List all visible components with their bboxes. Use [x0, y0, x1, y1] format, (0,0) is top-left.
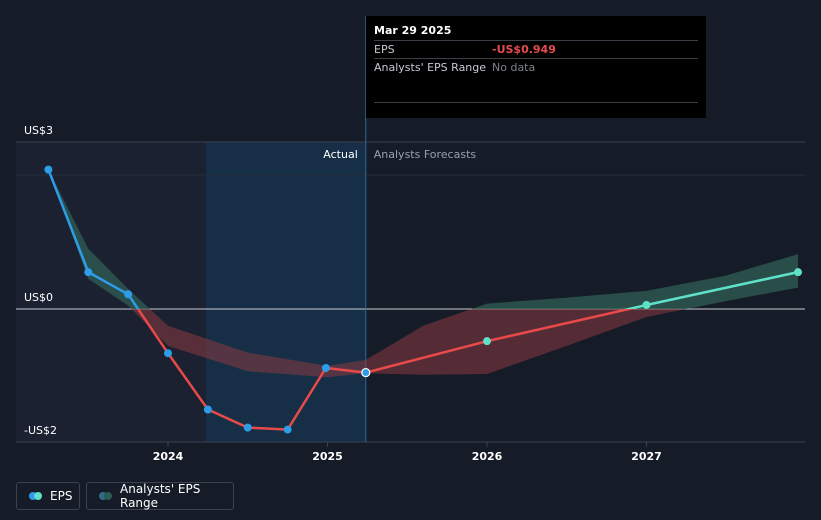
tooltip-divider: [374, 102, 698, 103]
actual-highlight-band: [206, 142, 366, 442]
eps-actual-line-positive: [47, 169, 140, 309]
legend-range-button[interactable]: Analysts' EPS Range: [86, 482, 234, 510]
eps-points: [44, 165, 803, 434]
legend-range-label: Analysts' EPS Range: [120, 482, 201, 510]
eps-actual-point: [44, 165, 53, 174]
legend-eps-label: EPS: [50, 489, 73, 503]
range-band-positive: [48, 169, 798, 309]
eps-forecast-point: [483, 337, 491, 346]
x-tick-label: 2027: [631, 450, 662, 463]
x-tick-labels: 2024 2025 2026 2027: [153, 442, 662, 463]
eps-actual-point: [283, 425, 292, 434]
eps-actual-point: [361, 367, 371, 378]
x-tick-label: 2025: [312, 450, 343, 463]
tooltip-eps-value: -US$0.949: [492, 43, 556, 56]
x-tick-label: 2024: [153, 450, 184, 463]
eps-actual-point: [84, 268, 93, 277]
eps-legend-icon: [29, 492, 42, 500]
legend-eps-button[interactable]: EPS: [16, 482, 80, 510]
eps-actual-point: [243, 423, 252, 432]
actual-section-label: Actual: [323, 148, 357, 161]
eps-range-band: [48, 169, 798, 378]
tooltip-range-label: Analysts' EPS Range: [374, 61, 487, 74]
range-band-negative: [131, 309, 687, 378]
y-tick-label: US$3: [24, 124, 53, 137]
eps-actual-point: [124, 290, 133, 299]
tooltip-eps-label: EPS: [374, 43, 395, 56]
tooltip-range-row: Analysts' EPS Range No data: [374, 58, 698, 76]
eps-forecast-line-positive: [623, 270, 799, 309]
y-tick-labels: US$3 US$0 -US$2: [24, 124, 57, 437]
y-tick-label: -US$2: [24, 424, 57, 437]
forecast-section-label: Analysts Forecasts: [374, 148, 477, 161]
y-tick-label: US$0: [24, 291, 53, 304]
tooltip-eps-row: EPS -US$0.949: [374, 40, 698, 58]
tooltip: Mar 29 2025 EPS -US$0.949 Analysts' EPS …: [366, 16, 706, 118]
eps-actual-point: [203, 405, 212, 414]
eps-actual-point: [164, 349, 172, 358]
tooltip-range-value: No data: [492, 61, 536, 74]
eps-forecast-point: [794, 268, 803, 277]
eps-forecast-point: [642, 300, 651, 309]
eps-actual-point: [321, 363, 330, 372]
x-tick-label: 2026: [472, 450, 503, 463]
eps-forecast-line-negative: [365, 309, 635, 374]
tooltip-date: Mar 29 2025: [374, 24, 452, 37]
range-legend-icon: [99, 492, 112, 500]
